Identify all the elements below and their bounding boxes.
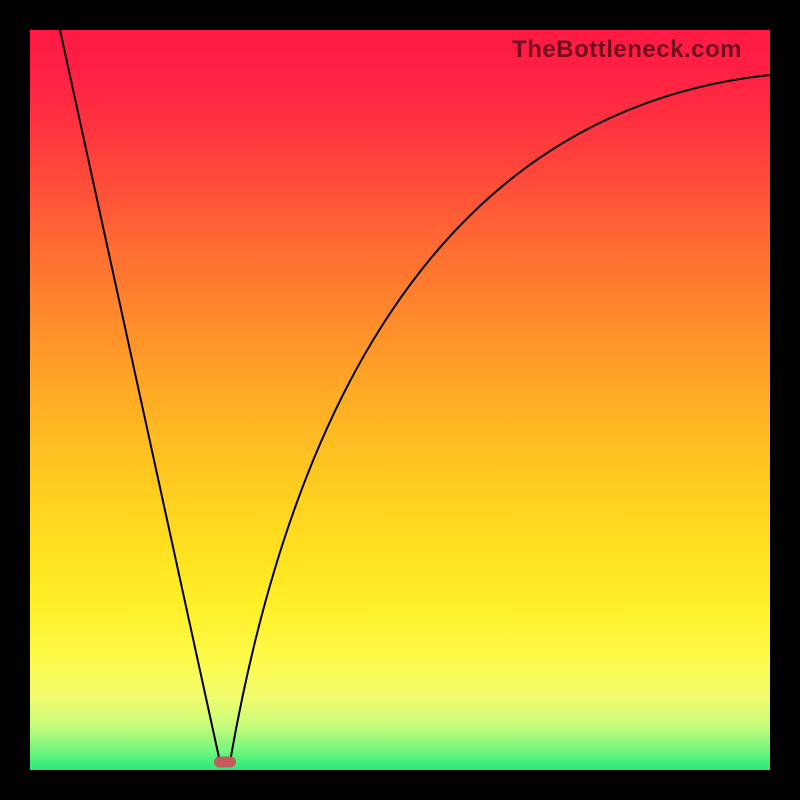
- plot-area: TheBottleneck.com: [30, 30, 770, 770]
- bottleneck-curve: [30, 30, 770, 770]
- optimum-marker: [214, 757, 236, 768]
- watermark-text: TheBottleneck.com: [512, 36, 742, 64]
- figure-root: TheBottleneck.com: [0, 0, 800, 800]
